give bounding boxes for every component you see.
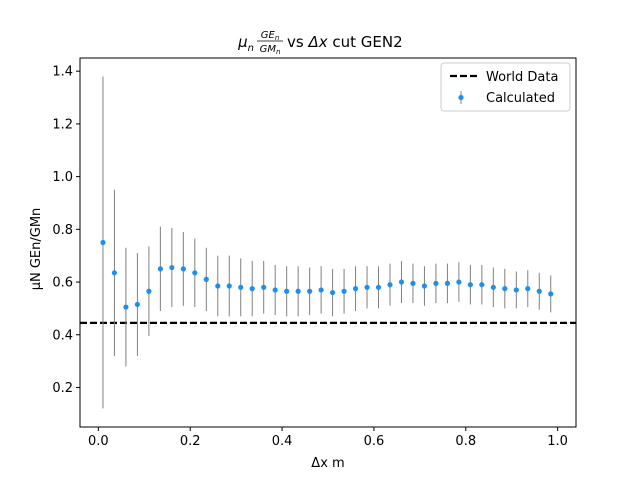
- data-point: [364, 284, 370, 290]
- legend: World Data Calculated: [440, 62, 571, 112]
- chart-title: μn: [237, 33, 254, 54]
- y-tick-label: 0.6: [52, 276, 73, 291]
- title-dx: Δx: [307, 33, 327, 51]
- y-tick-label: 1.4: [52, 65, 73, 80]
- data-point: [157, 266, 163, 272]
- x-tick-label: 0.6: [364, 434, 385, 449]
- data-point: [192, 270, 198, 276]
- data-point: [238, 284, 244, 290]
- title-numerator-sub: n: [275, 34, 279, 42]
- data-point: [444, 280, 451, 286]
- data-point: [410, 280, 416, 286]
- data-point: [467, 282, 473, 288]
- data-point: [352, 286, 359, 292]
- y-tick-label: 0.2: [52, 381, 73, 396]
- data-point: [261, 284, 267, 290]
- y-tick-label: 1.0: [52, 170, 73, 185]
- data-point: [341, 288, 347, 294]
- data-point: [490, 284, 496, 290]
- y-tick-label: 1.2: [52, 117, 73, 132]
- title-denominator: GMn: [260, 44, 281, 56]
- axes-frame: [79, 57, 577, 428]
- y-tick-label: 0.8: [52, 223, 73, 238]
- legend-calculated-label: Calculated: [486, 91, 555, 106]
- data-point: [284, 288, 290, 294]
- y-axis-label: μN GEn/GMn: [29, 208, 44, 291]
- data-point: [146, 288, 152, 294]
- legend-world-data-label: World Data: [486, 70, 558, 85]
- data-point: [111, 270, 118, 276]
- data-point: [203, 276, 209, 282]
- x-tick-label: 0.0: [88, 434, 109, 449]
- x-tick-label: 0.8: [455, 434, 476, 449]
- data-point: [180, 266, 186, 272]
- data-point: [375, 284, 382, 290]
- data-point: [502, 286, 508, 292]
- data-point: [456, 279, 462, 285]
- data-point: [100, 239, 106, 246]
- data-point: [525, 286, 531, 292]
- title-fraction: GEn GMn vs Δx cut GEN2: [257, 30, 403, 56]
- data-point: [307, 288, 313, 294]
- data-point: [215, 283, 221, 289]
- data-point: [318, 287, 324, 293]
- x-tick-label: 1.0: [547, 434, 568, 449]
- data-point: [479, 282, 485, 288]
- data-point: [421, 283, 428, 289]
- title-rest: vs Δx cut GEN2: [287, 33, 403, 51]
- title-vs: vs: [287, 33, 308, 51]
- data-point: [536, 288, 542, 294]
- data-point: [123, 304, 129, 310]
- data-point: [433, 280, 439, 286]
- data-point: [295, 288, 301, 294]
- data-point: [329, 289, 336, 296]
- data-point: [398, 279, 405, 285]
- data-point: [169, 264, 175, 271]
- data-point: [272, 287, 278, 293]
- data-point: [513, 287, 519, 293]
- title-denominator-sub: n: [276, 48, 280, 56]
- x-axis-label: Δx m: [311, 456, 344, 471]
- title-numerator: GEn: [261, 30, 280, 42]
- data-point: [226, 283, 232, 289]
- x-tick-label: 0.2: [180, 434, 201, 449]
- data-point: [249, 286, 255, 292]
- y-tick-label: 0.4: [52, 328, 73, 343]
- data-point: [134, 301, 141, 308]
- legend-calculated-marker: [458, 94, 464, 101]
- data-point: [548, 291, 554, 297]
- plot-area: 0.0 0.2 0.4 0.6 0.8 1.0 0.2 0.4 0.6 0.8 1.0 1.2 1.4: [52, 57, 577, 449]
- data-point: [387, 282, 393, 288]
- title-cut: cut GEN2: [328, 33, 403, 51]
- x-tick-label: 0.4: [272, 434, 293, 449]
